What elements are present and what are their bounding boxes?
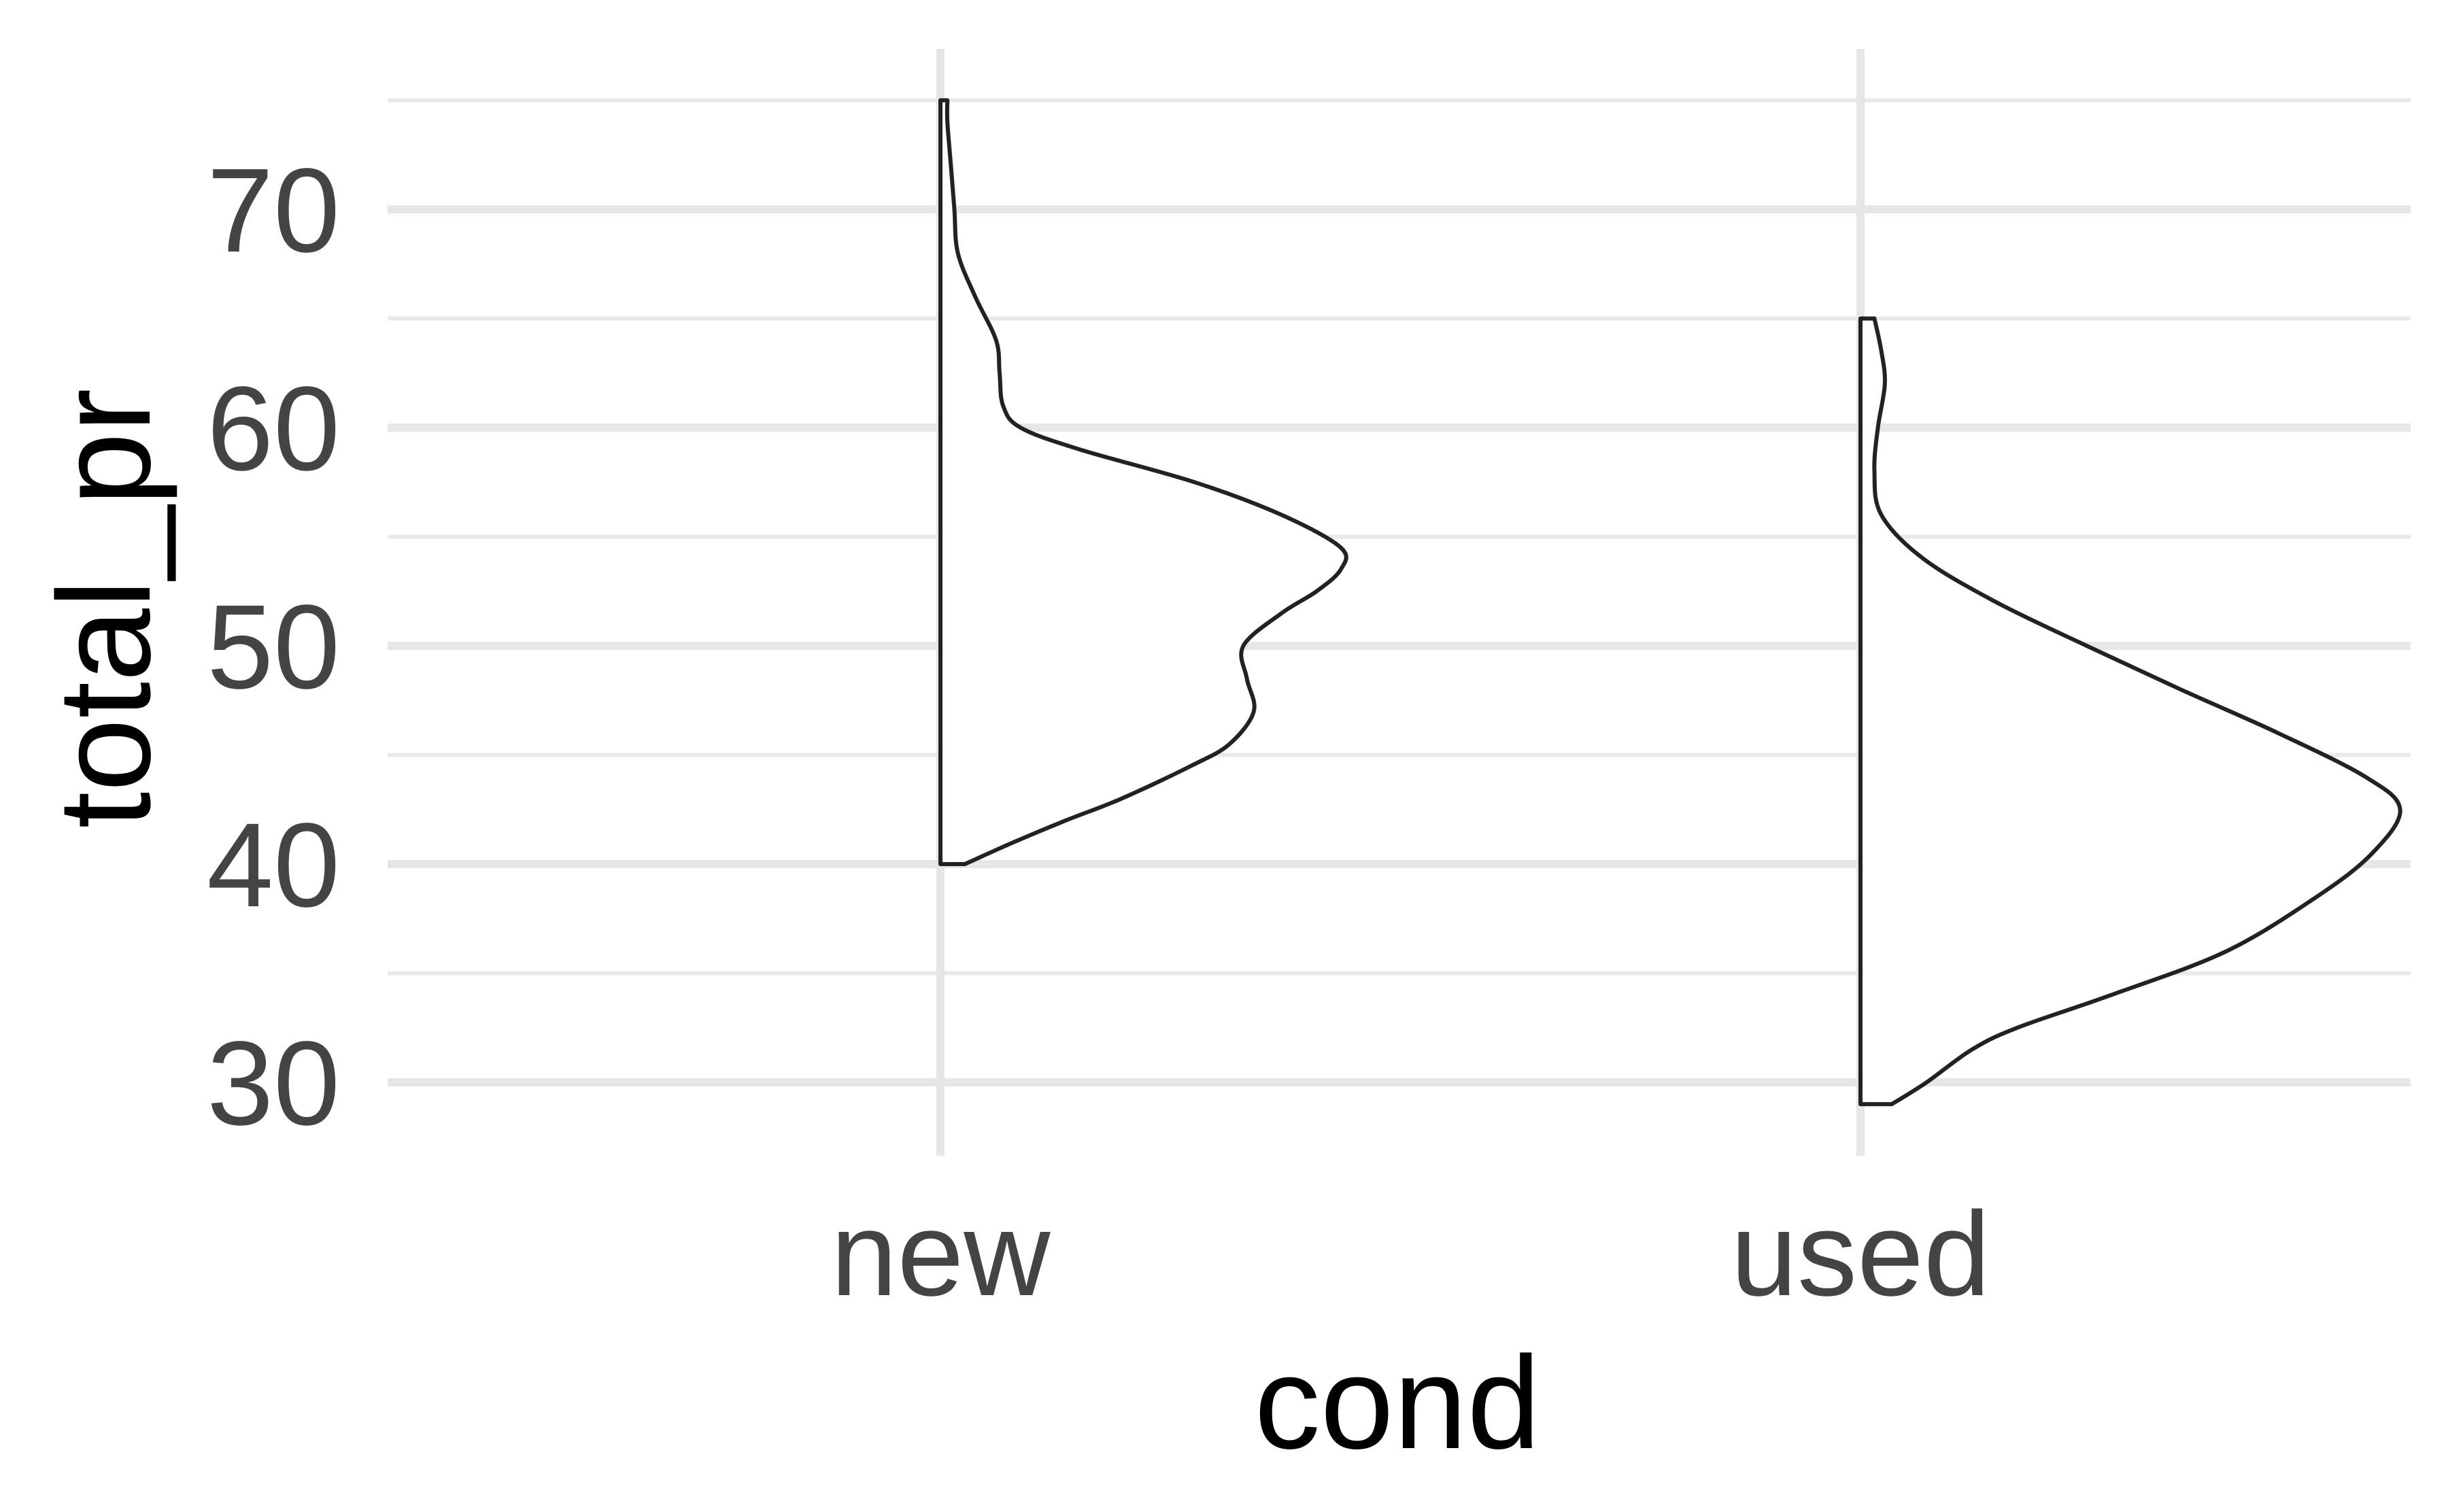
y-tick-label: 50 — [207, 581, 340, 714]
violin-used — [1858, 316, 2402, 1107]
x-tick-label: new — [831, 1188, 1051, 1321]
x-tick-label: used — [1731, 1188, 1990, 1321]
y-axis-title: total_pr — [31, 388, 178, 828]
violin-layer — [938, 98, 2402, 1107]
violin-new — [938, 98, 1348, 866]
tick-labels: 30 40 50 60 70 new used — [207, 144, 1990, 1321]
y-tick-label: 60 — [207, 362, 340, 496]
y-tick-label: 30 — [207, 1017, 340, 1150]
x-axis-title: cond — [1255, 1329, 1541, 1477]
y-tick-label: 70 — [207, 144, 340, 277]
y-tick-label: 40 — [207, 799, 340, 932]
